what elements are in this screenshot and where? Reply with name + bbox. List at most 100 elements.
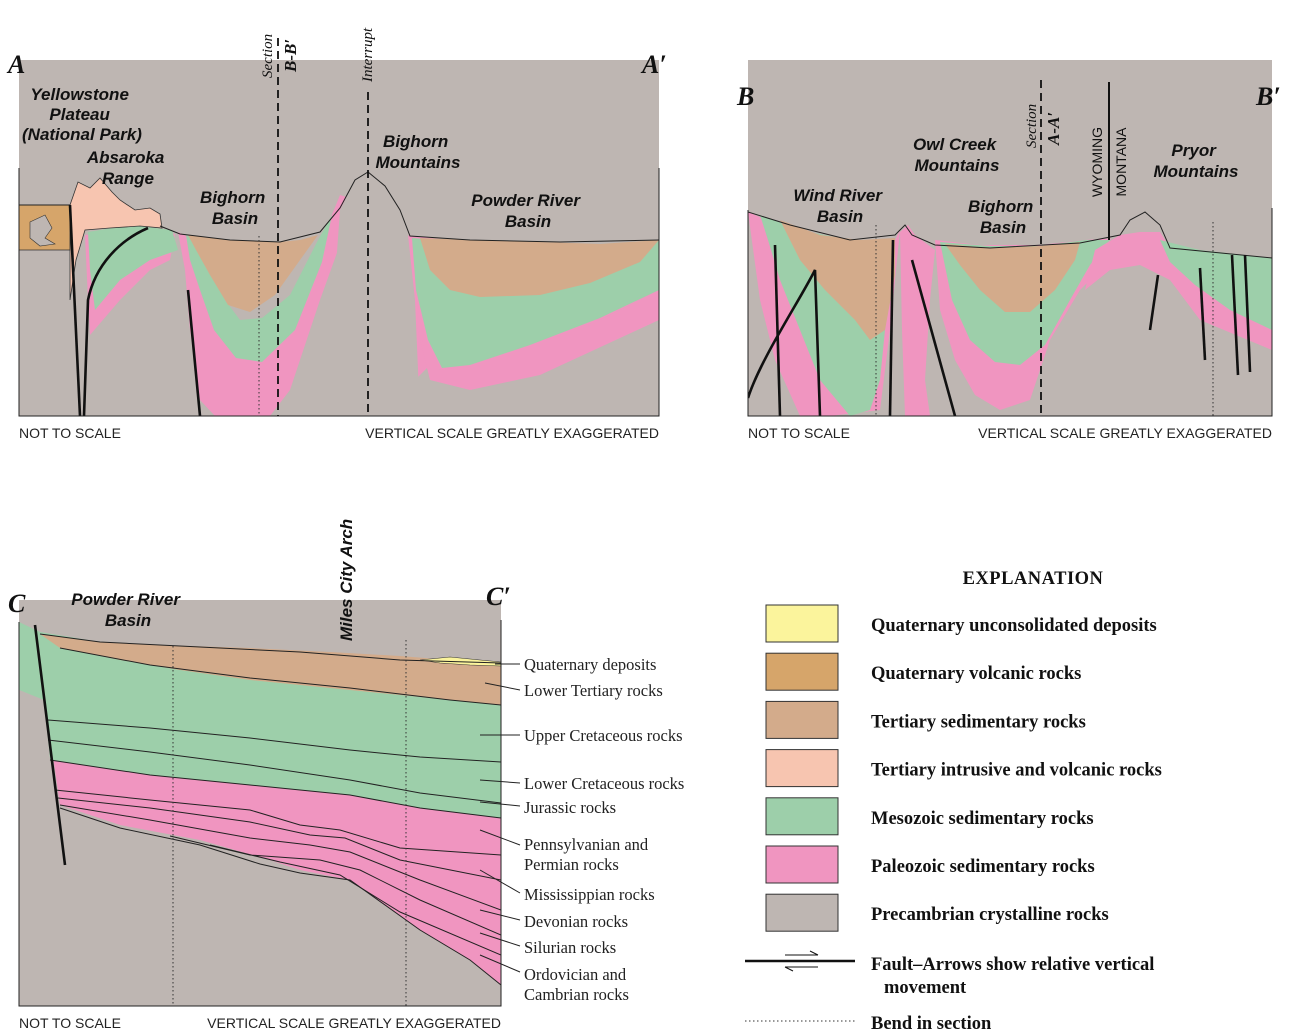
not-to-scale-b: NOT TO SCALE — [748, 425, 850, 441]
unit-silurian: Silurian rocks — [524, 938, 616, 957]
legend-swatch — [765, 749, 839, 788]
fault-b-1 — [773, 244, 782, 416]
unit-mississippian: Mississippian rocks — [524, 885, 655, 904]
end-label-b: B — [736, 82, 754, 111]
frame-c — [18, 620, 502, 1007]
paleozoic-west-a — [19, 248, 75, 416]
unit-lower-cretaceous: Lower Cretaceous rocks — [524, 774, 684, 793]
tertiary-bighorn-basin-a — [188, 235, 318, 312]
paleozoic-pryor-b — [1085, 232, 1272, 350]
fault-b-7 — [1230, 254, 1240, 376]
surface-line-a — [19, 171, 659, 243]
tertiary-intrusive-absaroka-a — [69, 177, 163, 301]
tertiary-wind-river-b — [780, 220, 895, 340]
label-wind-river-basin: Wind River Basin — [793, 186, 886, 226]
unit-lower-tertiary: Lower Tertiary rocks — [524, 681, 663, 700]
legend-swatch — [765, 604, 839, 643]
paleozoic-bighorn-basin-a — [178, 195, 356, 416]
legend-swatch — [765, 652, 839, 691]
precambrian-bighorn-mountains-a — [330, 172, 420, 416]
legend-swatch — [765, 893, 839, 932]
legend-fault-label: Fault–Arrows show relative vertical move… — [871, 955, 1159, 998]
frame-b — [747, 208, 1273, 417]
end-label-c-prime: C′ — [486, 582, 511, 611]
mesozoic-bighorn-basin-a — [186, 215, 332, 362]
legend-swatch — [765, 797, 839, 836]
end-label-a: A — [6, 50, 25, 79]
legend-items: Quaternary unconsolidated deposits Quater… — [765, 604, 1162, 932]
section-ref-aa: A-A′ — [1044, 112, 1063, 146]
not-to-scale-a: NOT TO SCALE — [19, 425, 121, 441]
section-word-b: Section — [1024, 104, 1040, 148]
label-pryor-mountains: Pryor Mountains — [1154, 141, 1239, 181]
cross-section-c: C C′ Powder River Basin Miles City Arch … — [8, 519, 684, 1031]
unit-labels-c: Quaternary deposits Lower Tertiary rocks… — [479, 655, 684, 1004]
vertical-scale-c: VERTICAL SCALE GREATLY EXAGGERATED — [207, 1015, 501, 1031]
state-label-montana: MONTANA — [1113, 127, 1129, 197]
fault-b-4 — [910, 259, 957, 416]
legend-bend-label: Bend in section — [871, 1014, 992, 1033]
unit-jurassic: Jurassic rocks — [524, 798, 616, 817]
legend-label: Paleozoic sedimentary rocks — [871, 857, 1095, 877]
legend-swatch — [765, 700, 839, 739]
tertiary-layer-c — [40, 634, 501, 705]
legend-label: Precambrian crystalline rocks — [871, 905, 1109, 925]
label-powder-river-basin-c: Powder River Basin — [71, 590, 184, 630]
surface-line-b — [748, 211, 1272, 259]
unit-devonian: Devonian rocks — [524, 912, 628, 931]
fault-absaroka-a — [82, 226, 149, 416]
mesozoic-absaroka-a — [88, 225, 178, 310]
legend-label: Tertiary sedimentary rocks — [871, 712, 1086, 732]
tertiary-bighorn-basin-b — [945, 242, 1080, 312]
legend-fault-symbol — [745, 950, 855, 972]
label-yellowstone-plateau: Yellowstone Plateau (National Park) — [22, 85, 142, 144]
yellowstone-inlier-a — [29, 214, 56, 247]
legend-label: Tertiary intrusive and volcanic rocks — [871, 761, 1162, 781]
vertical-scale-a: VERTICAL SCALE GREATLY EXAGGERATED — [365, 425, 659, 441]
label-powder-river-basin-a: Powder River Basin — [471, 191, 584, 231]
fault-bighorn-basin-a — [186, 289, 202, 416]
not-to-scale-c: NOT TO SCALE — [19, 1015, 121, 1031]
label-absaroka-range: Absaroka Range — [86, 148, 169, 188]
paleozoic-powder-river-lower-a — [410, 290, 659, 390]
end-label-a-prime: A′ — [640, 50, 667, 79]
fault-b-8 — [1243, 254, 1252, 373]
interrupt-label-a: Interrupt — [360, 27, 376, 83]
section-ref-bb: B-B′ — [281, 39, 300, 73]
unit-ordovician-cambrian: Ordovician and Cambrian rocks — [524, 965, 630, 1004]
vertical-scale-b: VERTICAL SCALE GREATLY EXAGGERATED — [978, 425, 1272, 441]
state-label-wyoming: WYOMING — [1089, 127, 1105, 197]
fault-b-6 — [1198, 267, 1207, 361]
legend-swatch — [765, 845, 839, 884]
legend-label: Quaternary unconsolidated deposits — [871, 616, 1157, 636]
tertiary-powder-river-a — [420, 238, 659, 297]
label-bighorn-mountains-a: Bighorn Mountains — [376, 132, 461, 172]
unit-upper-cretaceous: Upper Cretaceous rocks — [524, 726, 683, 745]
unit-quaternary-deposits: Quaternary deposits — [524, 655, 656, 674]
legend-label: Quaternary volcanic rocks — [871, 664, 1081, 684]
legend: EXPLANATION Quaternary unconsolidated de… — [745, 569, 1162, 1033]
fault-b-5 — [1148, 274, 1160, 331]
fault-b-3 — [888, 239, 895, 416]
label-owl-creek-mountains: Owl Creek Mountains — [913, 135, 1001, 175]
cross-section-b: B B′ Wind River Basin Owl Creek Mountain… — [736, 60, 1281, 441]
frame-a — [18, 168, 660, 417]
cross-section-a: A A′ Yellowstone Plateau (National Park)… — [6, 27, 667, 441]
legend-label: Mesozoic sedimentary rocks — [871, 809, 1094, 829]
label-bighorn-basin-a: Bighorn Basin — [200, 188, 270, 228]
fault-yellowstone-a — [68, 204, 82, 416]
paleozoic-owl-creek-b — [900, 225, 935, 416]
unit-pennsylvanian-permian: Pennsylvanian and Permian rocks — [524, 835, 652, 874]
label-miles-city-arch: Miles City Arch — [337, 519, 356, 641]
legend-title: EXPLANATION — [963, 569, 1104, 589]
base-paleozoic-line-c — [59, 807, 501, 986]
end-label-b-prime: B′ — [1255, 82, 1281, 111]
section-word-a: Section — [260, 34, 276, 78]
contact-lines-c — [39, 633, 501, 956]
fault-c — [33, 624, 67, 866]
mesozoic-pryor-b — [1160, 240, 1272, 330]
fault-b-2 — [748, 269, 822, 416]
paleozoic-layer-c — [19, 648, 501, 985]
label-bighorn-basin-b: Bighorn Basin — [968, 197, 1038, 237]
